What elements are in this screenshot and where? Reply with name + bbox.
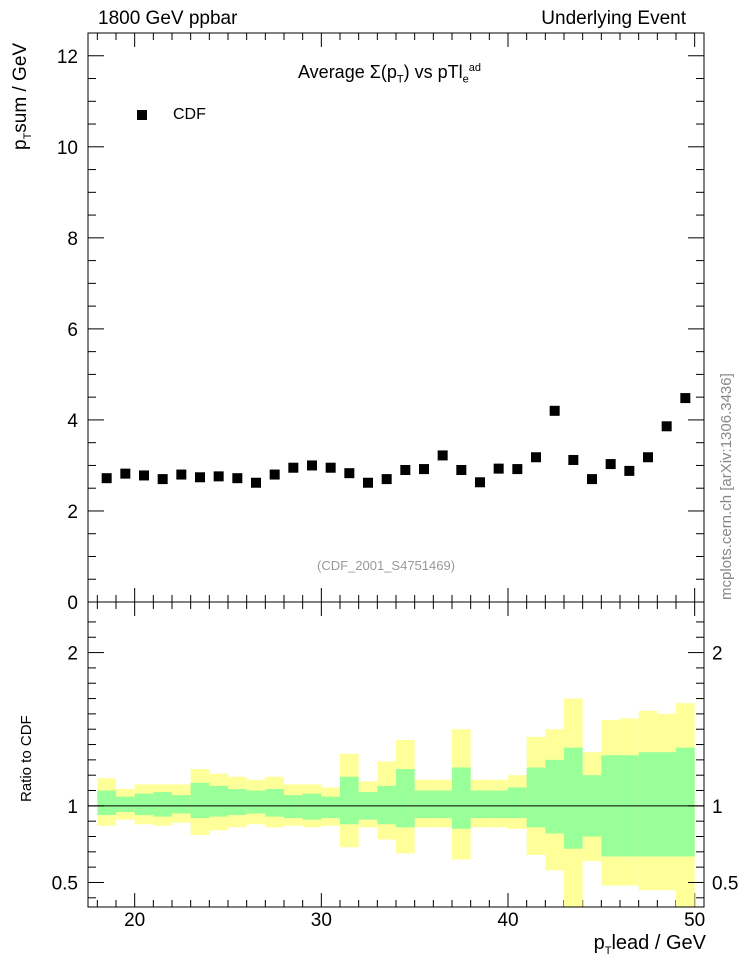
data-point-cdf — [643, 452, 653, 463]
data-point-cdf — [195, 472, 205, 483]
stat-band-bin — [284, 795, 303, 819]
legend: CDF — [137, 106, 206, 124]
x-axis-label: pTlead / GeV — [593, 932, 706, 957]
data-point-cdf — [437, 450, 448, 461]
x-tick-label: 20 — [124, 910, 145, 931]
stat-band-bin — [396, 769, 415, 828]
stat-band-bin — [377, 785, 396, 825]
stat-band-bin — [321, 796, 340, 819]
data-point-cdf — [363, 477, 373, 488]
stat-band-bin — [526, 767, 546, 828]
header-right: Underlying Event — [541, 8, 686, 29]
stat-band-bin — [302, 793, 322, 820]
stat-band-bin — [246, 790, 266, 814]
data-point-cdf — [493, 463, 504, 474]
data-point-cdf — [661, 421, 672, 432]
data-point-cdf — [213, 471, 224, 482]
stat-band-bin — [153, 792, 172, 817]
side-label: mcplots.cern.ch [arXiv:1306.3436] — [718, 373, 735, 600]
ratio-frame — [87, 601, 705, 908]
data-point-cdf — [269, 469, 280, 480]
stat-band-bin — [433, 790, 452, 819]
data-point-cdf — [549, 405, 560, 416]
ratio-plot-panel: 20 30 40 50 0.5 0.5 1 1 2 2 — [52, 601, 738, 931]
ratio-y-tick-label-left: 2 — [67, 644, 78, 665]
stat-band-bin — [116, 796, 135, 812]
plot-title: Average Σ(pT) vs pTlead — [298, 62, 481, 86]
y-axis-label-main: pTsum / GeV — [10, 42, 34, 150]
data-point-cdf — [419, 464, 429, 475]
data-point-cdf — [475, 477, 485, 488]
stat-band-bin — [489, 790, 508, 819]
ratio-y-tick-label-left: 0.5 — [52, 873, 78, 894]
y-tick-label: 4 — [67, 411, 78, 432]
data-point-cdf — [344, 468, 355, 479]
legend-marker-cdf — [137, 109, 147, 120]
data-point-cdf — [232, 473, 243, 484]
data-point-cdf — [101, 473, 112, 484]
stat-band-bin — [228, 788, 247, 816]
y-tick-label: 12 — [57, 47, 78, 68]
data-point-cdf — [176, 469, 187, 480]
header-left: 1800 GeV ppbar — [98, 8, 238, 29]
stat-band-bin — [545, 759, 564, 834]
stat-band-bin — [676, 747, 695, 857]
data-point-cdf — [325, 462, 336, 473]
data-point-cdf — [512, 464, 523, 475]
data-point-cdf — [307, 460, 317, 471]
stat-band-bin — [564, 747, 583, 849]
analysis-id: (CDF_2001_S4751469) — [317, 558, 456, 573]
x-tick-label: 50 — [684, 910, 705, 931]
data-point-cdf — [531, 452, 541, 463]
stat-band-bin — [209, 785, 228, 817]
ratio-y-tick-label-right: 1 — [712, 797, 723, 818]
data-point-cdf — [251, 477, 261, 488]
data-point-cdf — [288, 462, 299, 473]
stat-band-bin — [470, 790, 490, 819]
data-point-cdf — [139, 470, 149, 481]
stat-band-bin — [508, 787, 527, 819]
data-point-cdf — [120, 468, 131, 479]
data-point-cdf — [624, 465, 635, 476]
stat-band-bin — [190, 782, 210, 819]
stat-band-bin — [657, 752, 676, 857]
data-point-cdf — [157, 474, 168, 485]
x-tick-label: 40 — [497, 910, 518, 931]
stat-band-bin — [414, 790, 434, 819]
data-point-cdf — [456, 464, 467, 475]
stat-band-bin — [638, 752, 658, 857]
y-tick-label: 10 — [57, 138, 78, 159]
stat-band-bin — [340, 776, 359, 825]
data-point-cdf — [381, 474, 392, 485]
legend-label-cdf: CDF — [173, 106, 206, 123]
data-point-cdf — [605, 459, 616, 470]
ratio-y-tick-label-left: 1 — [67, 797, 78, 818]
stat-band-bin — [265, 788, 284, 817]
stat-band-bin — [97, 790, 116, 816]
x-tick-label: 30 — [311, 910, 332, 931]
stat-band-bin — [452, 767, 471, 829]
ratio-y-tick-label-right: 2 — [712, 644, 723, 665]
data-point-cdf — [568, 454, 579, 465]
y-tick-label: 8 — [67, 229, 78, 250]
y-tick-label: 0 — [67, 593, 78, 614]
stat-band-bin — [172, 795, 191, 814]
stat-band-bin — [134, 793, 154, 816]
y-tick-label: 6 — [67, 320, 78, 341]
ratio-y-tick-label-right: 0.5 — [712, 873, 738, 894]
data-point-cdf — [587, 474, 597, 485]
data-point-cdf — [680, 393, 691, 404]
y-tick-label: 2 — [67, 502, 78, 523]
y-axis-label-ratio: Ratio to CDF — [18, 715, 35, 802]
data-point-cdf — [400, 464, 411, 475]
